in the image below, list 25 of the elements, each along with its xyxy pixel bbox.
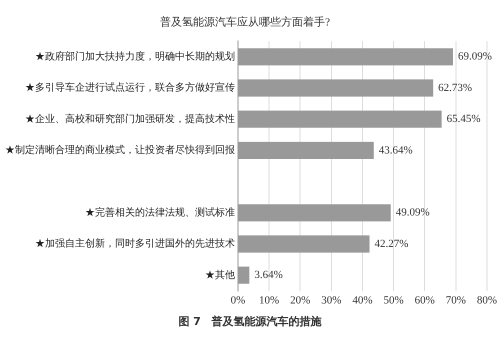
y-tick-label: ★制定清晰合理的商业模式，让投资者尽快得到回报 — [5, 144, 235, 156]
y-tick-label: ★政府部门加大扶持力度，明确中长期的规划 — [35, 50, 235, 62]
data-label: 62.73% — [438, 82, 472, 94]
data-label: 69.09% — [458, 50, 492, 63]
y-tick-label: ★完善相关的法律法规、测试标准 — [85, 206, 235, 218]
x-tick-label: 20% — [290, 294, 310, 306]
data-label: 65.45% — [446, 113, 481, 126]
x-tick-label: 60% — [414, 294, 435, 306]
y-tick-label: ★企业、高校和研究部门加强研发，提高技术性 — [25, 112, 235, 125]
data-label: 42.27% — [374, 238, 408, 250]
x-tick-label: 70% — [446, 294, 466, 306]
x-tick-label: 10% — [259, 294, 280, 306]
y-tick-label: ★其他 — [205, 268, 235, 281]
x-tick-label: 50% — [383, 294, 404, 306]
data-label: 43.64% — [378, 144, 413, 156]
y-tick-label: ★加强自主创新，同时多引进国外的先进技术 — [35, 238, 235, 250]
caption: 图 7 普及氢能源汽车的措施 — [177, 314, 323, 329]
x-tick-label: 30% — [321, 294, 342, 306]
x-tick-label: 40% — [352, 294, 373, 306]
chart-title: 普及氢能源汽车应从哪些方面着手? — [160, 15, 330, 28]
x-tick-label: 0% — [230, 294, 246, 306]
x-tick-label: 80% — [476, 294, 498, 306]
y-tick-label: ★多引导车企进行试点运行，联合多方做好宣传 — [25, 82, 235, 94]
data-label: 3.64% — [254, 269, 283, 282]
data-label: 49.09% — [396, 206, 430, 219]
